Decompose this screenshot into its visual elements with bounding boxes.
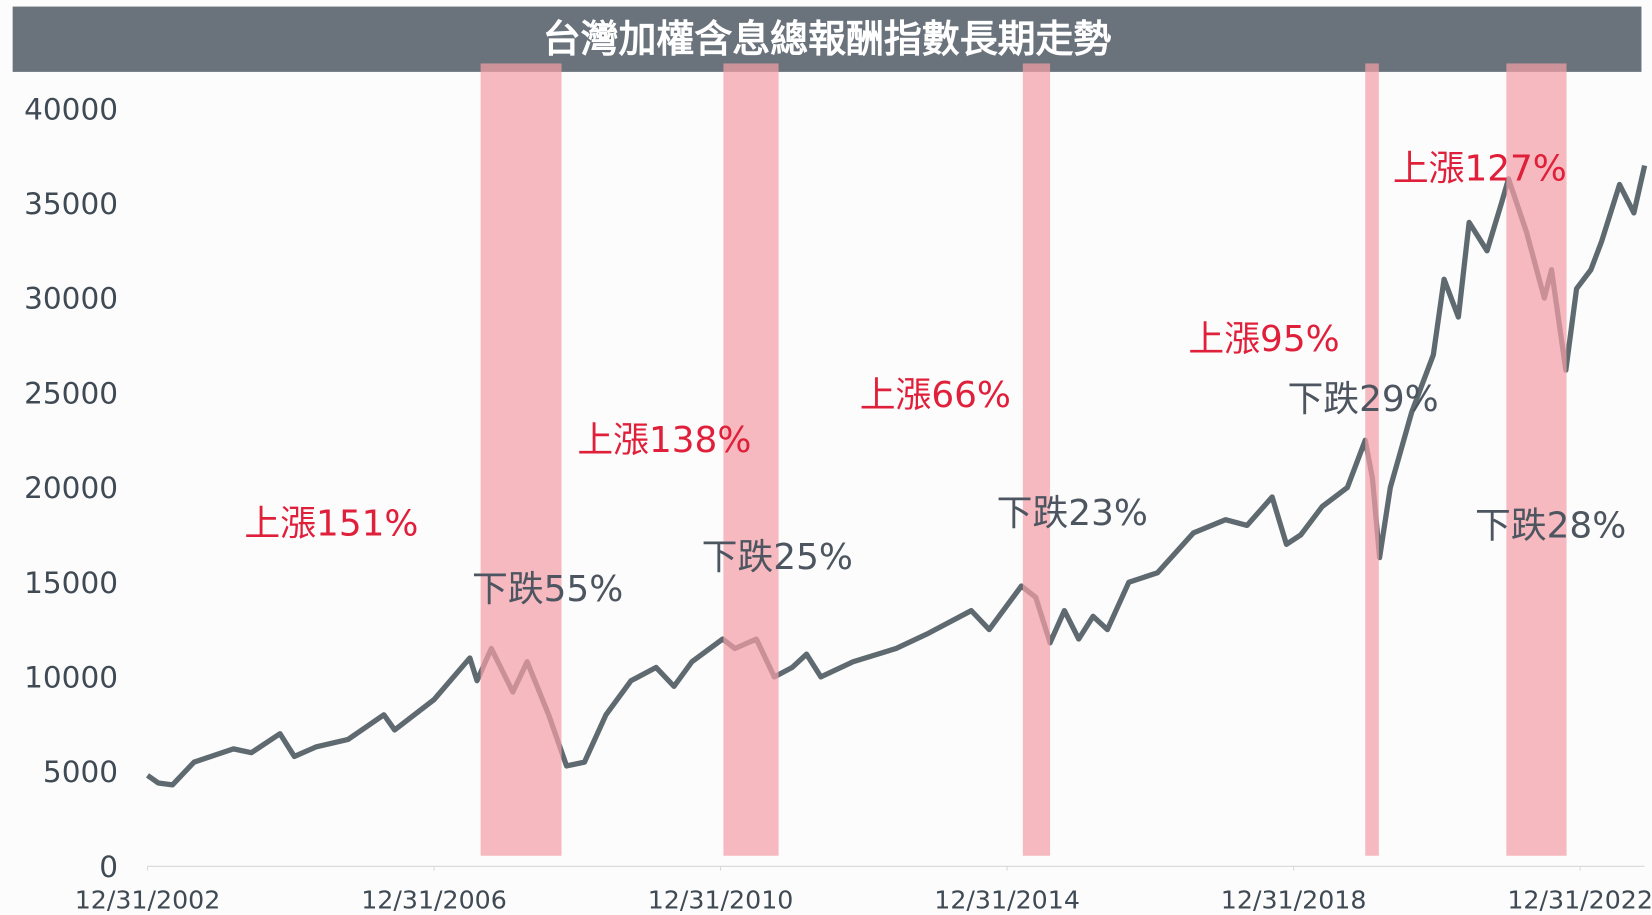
shaded-period [1022, 63, 1051, 856]
x-tick-label: 12/31/2014 [934, 885, 1080, 914]
annotation: 下跌25% [702, 537, 853, 578]
y-tick-label: 40000 [24, 92, 118, 126]
annotation: 下跌29% [1287, 379, 1438, 420]
shaded-period [723, 63, 779, 856]
chart-title: 台灣加權含息總報酬指數長期走勢 [543, 17, 1112, 61]
annotation: 下跌28% [1475, 506, 1626, 547]
y-tick-label: 10000 [24, 660, 118, 694]
y-tick-label: 15000 [24, 566, 118, 600]
x-tick-label: 12/31/2002 [75, 885, 221, 914]
annotation: 上漲138% [577, 420, 751, 461]
x-tick-label: 12/31/2006 [361, 885, 507, 914]
shaded-period [1365, 63, 1379, 856]
annotation: 下跌55% [472, 569, 623, 610]
y-tick-label: 35000 [24, 187, 118, 221]
y-tick-label: 20000 [24, 471, 118, 505]
annotation: 上漲66% [860, 375, 1011, 416]
y-tick-label: 5000 [43, 755, 118, 789]
y-tick-label: 25000 [24, 376, 118, 410]
annotation: 下跌23% [997, 493, 1148, 534]
x-tick-label: 12/31/2010 [648, 885, 794, 914]
x-tick-label: 12/31/2018 [1221, 885, 1367, 914]
annotation: 上漲127% [1393, 148, 1567, 189]
title-bar [12, 6, 1642, 72]
annotation: 上漲151% [244, 503, 418, 544]
line-series [145, 164, 1648, 788]
y-tick-label: 0 [99, 850, 118, 884]
x-tick-label: 12/31/2022 [1507, 885, 1652, 914]
shaded-period [480, 63, 562, 856]
y-tick-label: 30000 [24, 282, 118, 316]
annotation: 上漲95% [1188, 319, 1339, 360]
shaded-period [1506, 63, 1567, 856]
